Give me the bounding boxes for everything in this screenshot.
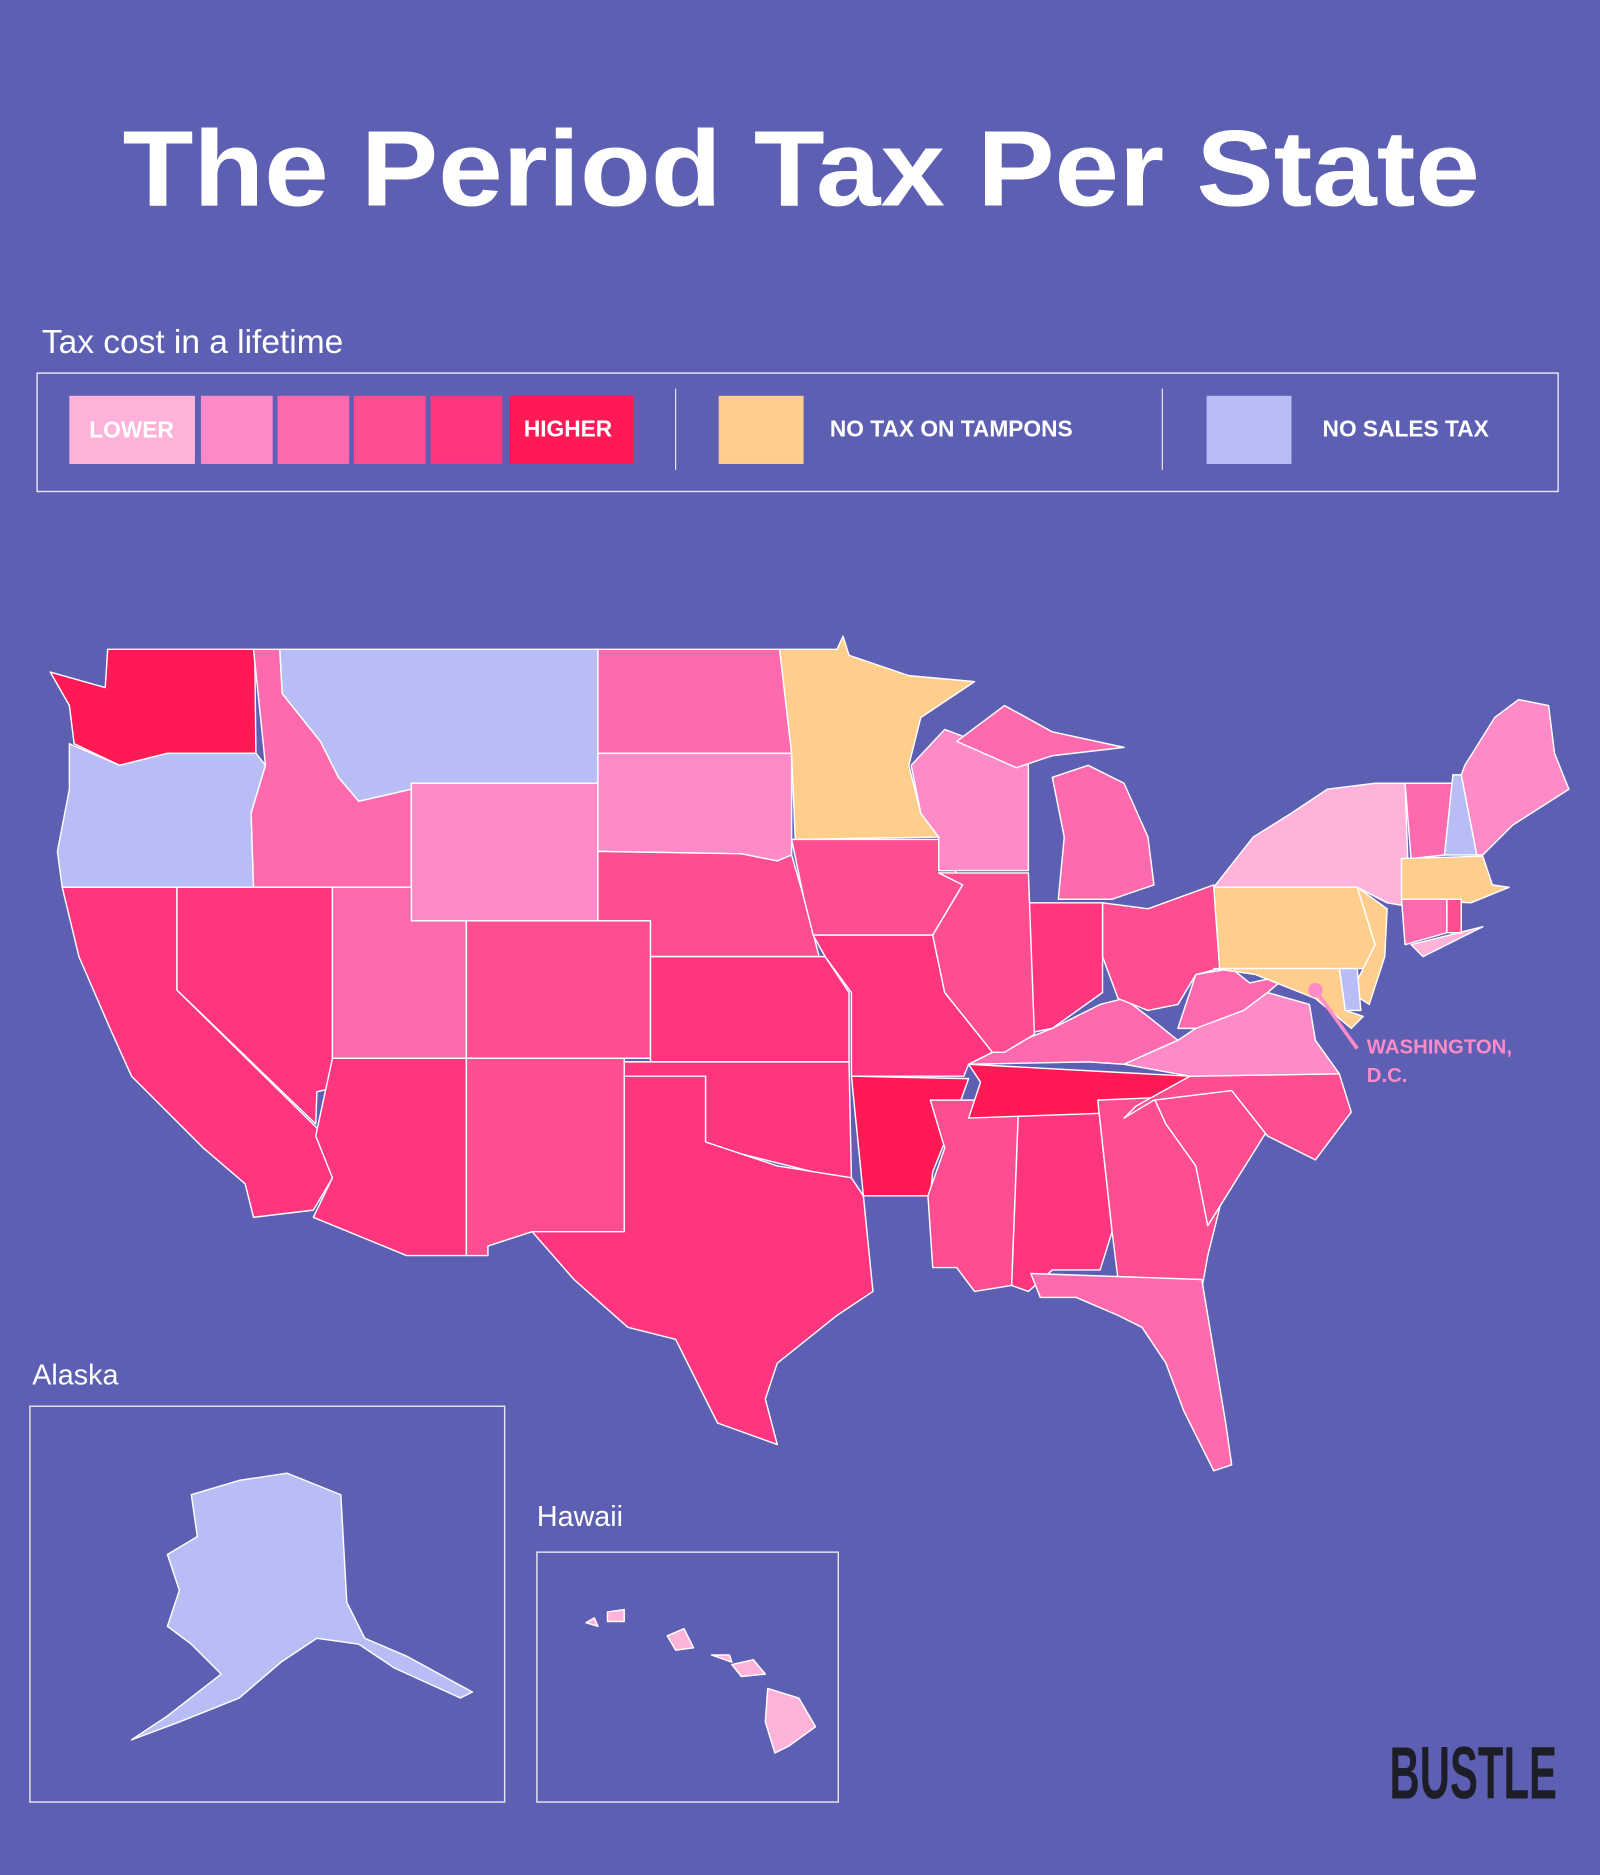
legend-higher-label: HIGHER (524, 415, 612, 441)
state-il (932, 872, 1036, 1054)
alaska-inset-frame (29, 1405, 506, 1803)
legend-swatch-level-6 (509, 395, 634, 464)
legend-swatch-level-2 (200, 395, 273, 464)
state-ri (1446, 898, 1462, 934)
dc-label-line1: WASHINGTON, (1367, 1036, 1512, 1058)
state-hi (585, 1608, 817, 1754)
legend: LOWER HIGHER NO TAX ON TAMPONS NO SALES … (36, 372, 1559, 493)
state-va (1123, 991, 1341, 1077)
legend-heading: Tax cost in a lifetime (42, 324, 343, 361)
legend-swatch-no-sales-tax (1206, 395, 1292, 464)
bustle-logo: BUSTLE (1390, 1731, 1557, 1814)
legend-swatch-no-tampon-tax (718, 395, 804, 464)
state-nc (1123, 1073, 1352, 1161)
hawaii-inset-frame (536, 1551, 839, 1803)
legend-box (36, 372, 1559, 493)
page-title: The Period Tax Per State (123, 109, 1480, 229)
state-wy (410, 782, 599, 922)
state-ks (649, 955, 850, 1063)
state-al (1010, 1099, 1113, 1293)
dc-label-line2: D.C. (1367, 1065, 1408, 1087)
dc-leader-line (1313, 989, 1359, 1050)
state-oh (1101, 884, 1221, 1012)
state-ky (967, 997, 1179, 1065)
state-tx (531, 1075, 874, 1446)
state-or (56, 743, 267, 888)
state-pa (1213, 886, 1376, 970)
dc-callout: WASHINGTON, D.C. (1308, 982, 1512, 1087)
state-nm (465, 1057, 625, 1257)
state-ms (927, 1099, 1020, 1293)
state-az (312, 1057, 468, 1257)
legend-swatch-level-4 (353, 395, 426, 464)
legend-swatch-level-3 (277, 395, 350, 464)
state-md (1213, 967, 1364, 1030)
alaska-label: Alaska (32, 1360, 118, 1392)
state-co (465, 920, 652, 1059)
state-sd (597, 752, 793, 862)
legend-no-sales-tax-label: NO SALES TAX (1323, 415, 1489, 441)
legend-lower-label: LOWER (89, 417, 174, 443)
state-mi (955, 704, 1155, 900)
state-ia (790, 838, 964, 936)
legend-swatch-level-5 (430, 395, 503, 464)
state-wi (910, 728, 1030, 872)
hawaii-label: Hawaii (537, 1501, 623, 1533)
legend-swatch-level-1 (69, 395, 195, 464)
state-ak (130, 1472, 474, 1741)
state-nd (597, 648, 793, 755)
us-map (49, 635, 1570, 1472)
state-me (1460, 698, 1570, 856)
legend-no-tampon-tax-label: NO TAX ON TAMPONS (830, 415, 1073, 441)
state-fl (1030, 1272, 1233, 1472)
dc-marker (1308, 982, 1323, 998)
